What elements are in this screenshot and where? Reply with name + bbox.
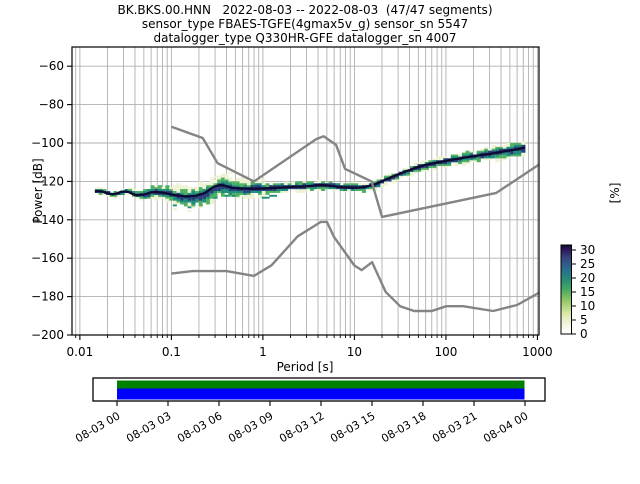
colorbar-frame [560, 244, 572, 335]
histogram-cell [261, 179, 266, 182]
histogram-cell [206, 191, 211, 197]
colorbar-tick-label: 25 [580, 257, 595, 271]
histogram-cell [213, 196, 218, 199]
timeline [92, 377, 546, 402]
histogram-cell [228, 171, 233, 174]
x-tick-label: 1000 [522, 345, 553, 359]
histogram-cell [298, 181, 303, 190]
histogram-cell [454, 158, 459, 163]
histogram-cell [243, 187, 248, 193]
colorbar-tick-label: 5 [580, 313, 588, 327]
title-line-1: BK.BKS.00.HNN 2022-08-03 -- 2022-08-03 (… [118, 3, 493, 17]
y-tick-label: −140 [31, 213, 64, 227]
nlnm-line [171, 220, 539, 313]
histogram-cell [146, 192, 151, 197]
histogram-cell [183, 196, 189, 199]
histogram-cell [272, 194, 277, 197]
histogram-cell [172, 208, 177, 211]
colorbar-tick-label: 10 [580, 299, 595, 313]
histogram-cell [246, 187, 252, 193]
histogram-cell [198, 192, 203, 201]
histogram-cell [180, 194, 185, 201]
histogram-cell [180, 185, 185, 188]
y-tick-label: −80 [39, 98, 64, 112]
y-tick-label: −200 [31, 328, 64, 342]
plot-frame [71, 46, 540, 336]
histogram-cell [261, 196, 266, 199]
colorbar-tick-label: 15 [580, 285, 595, 299]
histogram-cell [391, 175, 396, 180]
title-line-2: sensor_type FBAES-TGFE(4gmax5v_g) sensor… [142, 17, 468, 31]
histogram-cell [176, 183, 181, 186]
title-line-3: datalogger_type Q330HR-GFE datalogger_sn… [154, 31, 457, 45]
y-tick-label: −180 [31, 290, 64, 304]
histogram-cell [510, 148, 515, 155]
colorbar-tick-label: 0 [580, 327, 588, 341]
timeline-range-bar [117, 380, 525, 389]
histogram-cell [387, 177, 392, 182]
colorbar-tick-label: 20 [580, 271, 595, 285]
x-tick-label: 0.01 [67, 345, 94, 359]
x-axis-label: Period [s] [277, 360, 334, 374]
y-axis-label: Power [dB] [31, 158, 45, 223]
colorbar-tick-label: 30 [580, 243, 595, 257]
histogram-cell [213, 175, 218, 178]
noise-model-curves [170, 125, 539, 313]
histogram-cell [265, 196, 270, 199]
timeline-coverage-bar [117, 388, 525, 400]
histogram-cell [209, 189, 214, 193]
histogram-cell [224, 194, 229, 197]
histogram-cell [424, 164, 429, 168]
x-tick-label: 1 [259, 345, 267, 359]
histogram-cell [117, 192, 122, 195]
histogram-cell [232, 187, 237, 191]
histogram-cell [202, 192, 207, 199]
x-tick-label: 100 [434, 345, 457, 359]
y-tick-label: −100 [31, 136, 64, 150]
y-tick-label: −60 [39, 59, 64, 73]
histogram-cell [217, 183, 222, 191]
x-tick-label: 10 [347, 345, 362, 359]
psd-mode-line [94, 146, 526, 198]
nhnm-line [170, 125, 539, 219]
histogram-cell [195, 194, 200, 199]
histogram-cell [187, 206, 192, 209]
histogram-cell [172, 204, 177, 207]
x-tick-label: 0.1 [162, 345, 181, 359]
histogram-cell [191, 194, 196, 201]
colorbar-label: [%] [608, 183, 622, 204]
y-tick-label: −120 [31, 174, 64, 188]
histogram-cell [187, 210, 192, 213]
histogram-cell [209, 202, 214, 205]
histogram-cell [291, 181, 296, 190]
axes-ticks: 0.01 0.1 1 10 100 1000 −60 −80 −100 −120 −140 −160 −… [31, 59, 553, 359]
histogram-cell [213, 185, 218, 191]
psd-histogram [94, 141, 526, 213]
histogram-cell [232, 194, 237, 197]
histogram-cell [187, 194, 192, 201]
histogram-cell [269, 194, 274, 197]
y-tick-label: −160 [31, 251, 64, 265]
